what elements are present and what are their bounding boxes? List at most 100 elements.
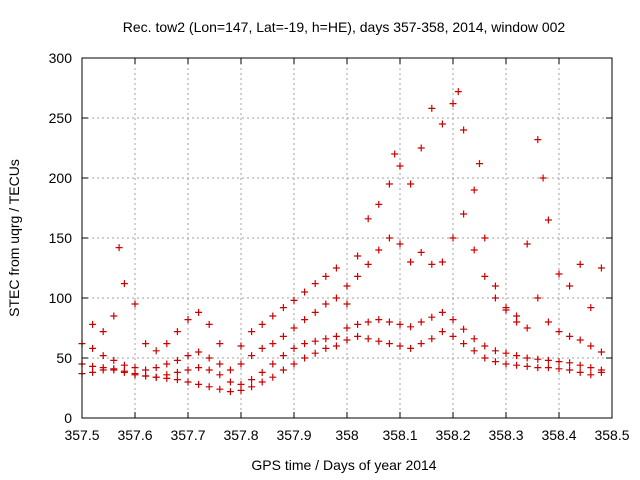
data-point — [375, 246, 383, 254]
data-point — [523, 240, 531, 248]
y-tick-label: 300 — [49, 50, 73, 66]
series-arc-c — [78, 294, 340, 374]
data-point — [364, 335, 372, 343]
data-point — [566, 282, 574, 290]
data-point — [502, 360, 510, 368]
data-point — [364, 260, 372, 268]
data-point — [279, 332, 287, 340]
data-point — [534, 355, 542, 363]
data-point — [237, 386, 245, 394]
data-point — [460, 126, 468, 134]
data-point — [110, 366, 118, 374]
data-point — [534, 364, 542, 372]
data-point — [184, 352, 192, 360]
data-point — [120, 361, 128, 369]
data-point — [407, 344, 415, 352]
data-point — [513, 352, 521, 360]
data-point — [279, 304, 287, 312]
series-arc-f — [343, 308, 605, 374]
data-point — [173, 328, 181, 336]
data-point — [513, 318, 521, 326]
data-point — [502, 304, 510, 312]
data-point — [587, 304, 595, 312]
data-point — [89, 368, 97, 376]
data-point — [364, 215, 372, 223]
data-point — [343, 324, 351, 332]
data-point — [576, 260, 584, 268]
series-arc-d — [89, 244, 340, 355]
data-point — [142, 366, 150, 374]
data-point — [555, 365, 563, 373]
data-point — [576, 336, 584, 344]
data-points — [78, 88, 605, 396]
data-point — [226, 366, 234, 374]
data-point — [99, 328, 107, 336]
data-point — [544, 356, 552, 364]
data-point — [354, 320, 362, 328]
data-point — [258, 344, 266, 352]
data-point — [544, 318, 552, 326]
data-point — [566, 366, 574, 374]
data-point — [396, 162, 404, 170]
data-point — [184, 378, 192, 386]
data-point — [417, 144, 425, 152]
data-point — [438, 328, 446, 336]
data-point — [523, 362, 531, 370]
data-point — [205, 383, 213, 391]
data-point — [544, 216, 552, 224]
data-point — [354, 252, 362, 260]
data-point — [184, 316, 192, 324]
data-point — [195, 348, 203, 356]
data-point — [449, 234, 457, 242]
data-point — [470, 335, 478, 343]
data-point — [597, 366, 605, 374]
data-point — [476, 160, 483, 168]
data-point — [428, 313, 436, 321]
data-point — [301, 340, 309, 348]
data-point — [195, 364, 203, 372]
data-point — [120, 280, 128, 288]
data-point — [597, 264, 605, 272]
y-tick-label: 250 — [49, 110, 73, 126]
data-point — [152, 364, 160, 372]
data-point — [258, 378, 266, 386]
data-point — [566, 359, 574, 367]
data-point — [428, 335, 436, 343]
data-point — [248, 328, 256, 336]
data-point — [131, 300, 139, 308]
data-point — [226, 378, 234, 386]
data-point — [354, 272, 362, 280]
data-point — [279, 352, 287, 360]
data-point — [216, 385, 224, 393]
data-point — [449, 316, 457, 324]
data-point — [258, 368, 266, 376]
data-point — [343, 300, 351, 308]
data-point — [428, 260, 436, 268]
series-arc-b — [78, 332, 340, 388]
data-point — [364, 318, 372, 326]
data-point — [322, 300, 330, 308]
data-point — [216, 371, 224, 379]
data-point — [513, 361, 521, 369]
data-point — [438, 258, 446, 266]
grid — [82, 58, 612, 418]
x-tick-label: 357.6 — [117, 427, 152, 443]
data-point — [195, 380, 203, 388]
data-point — [385, 318, 393, 326]
x-tick-label: 357.5 — [64, 427, 99, 443]
data-point — [269, 312, 277, 320]
data-point — [163, 360, 171, 368]
data-point — [449, 332, 457, 340]
data-point — [163, 371, 171, 379]
data-point — [417, 340, 425, 348]
data-point — [460, 325, 468, 333]
data-point — [226, 388, 234, 396]
data-point — [173, 376, 181, 384]
data-point — [343, 282, 351, 290]
data-point — [491, 282, 499, 290]
data-point — [502, 349, 510, 357]
data-point — [523, 324, 531, 332]
data-point — [163, 340, 171, 348]
data-point — [89, 320, 97, 328]
data-point — [332, 294, 340, 302]
